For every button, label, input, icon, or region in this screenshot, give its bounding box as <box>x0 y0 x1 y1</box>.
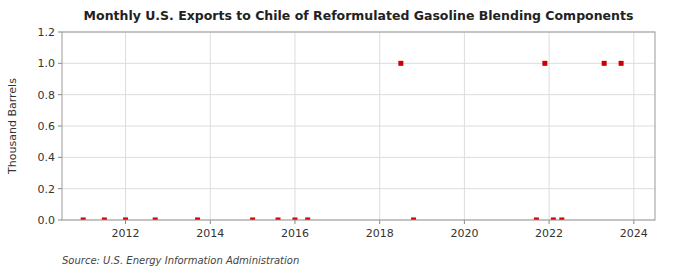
tick <box>125 220 126 224</box>
tick-label: 0.0 <box>38 214 56 227</box>
grid <box>62 32 655 220</box>
plot-area <box>62 32 655 220</box>
tick-label: 0.8 <box>38 89 56 102</box>
tick <box>549 220 550 224</box>
grid-line <box>62 188 655 189</box>
tick <box>633 220 634 224</box>
grid-line <box>62 94 655 95</box>
grid-line <box>210 32 211 220</box>
tick-label: 1.0 <box>38 57 56 70</box>
grid-line <box>633 32 634 220</box>
axis-label: Thousand Barrels <box>6 78 19 175</box>
tick <box>379 220 380 224</box>
grid-line <box>379 32 380 220</box>
grid-line <box>62 63 655 64</box>
tick <box>58 63 62 64</box>
point <box>602 61 607 66</box>
grid-line <box>62 126 655 127</box>
tick-label: 2018 <box>366 227 394 240</box>
grid-line <box>464 32 465 220</box>
grid-line <box>125 32 126 220</box>
tick <box>58 94 62 95</box>
tick-label: 2020 <box>450 227 478 240</box>
tick-label: 0.4 <box>38 151 56 164</box>
point <box>398 61 403 66</box>
frame <box>62 32 655 220</box>
points <box>81 61 624 220</box>
point <box>619 61 624 66</box>
tick-label: 2016 <box>281 227 309 240</box>
tick-label: 2012 <box>112 227 140 240</box>
tick-label: 1.2 <box>38 26 56 39</box>
tick-label: 2014 <box>196 227 224 240</box>
tick-label: 2022 <box>535 227 563 240</box>
tick <box>58 220 62 221</box>
tick-label: 2024 <box>620 227 648 240</box>
annotation: Source: U.S. Energy Information Administ… <box>62 255 299 266</box>
tick <box>58 126 62 127</box>
tick-label: 0.2 <box>38 183 56 196</box>
grid-line <box>549 32 550 220</box>
grid-line <box>294 32 295 220</box>
tick <box>294 220 295 224</box>
tick-label: 0.6 <box>38 120 56 133</box>
title: Monthly U.S. Exports to Chile of Reformu… <box>84 8 634 23</box>
grid-line <box>62 157 655 158</box>
tick <box>58 188 62 189</box>
tick <box>58 157 62 158</box>
point <box>542 61 547 66</box>
tick <box>58 32 62 33</box>
tick <box>464 220 465 224</box>
tick <box>210 220 211 224</box>
